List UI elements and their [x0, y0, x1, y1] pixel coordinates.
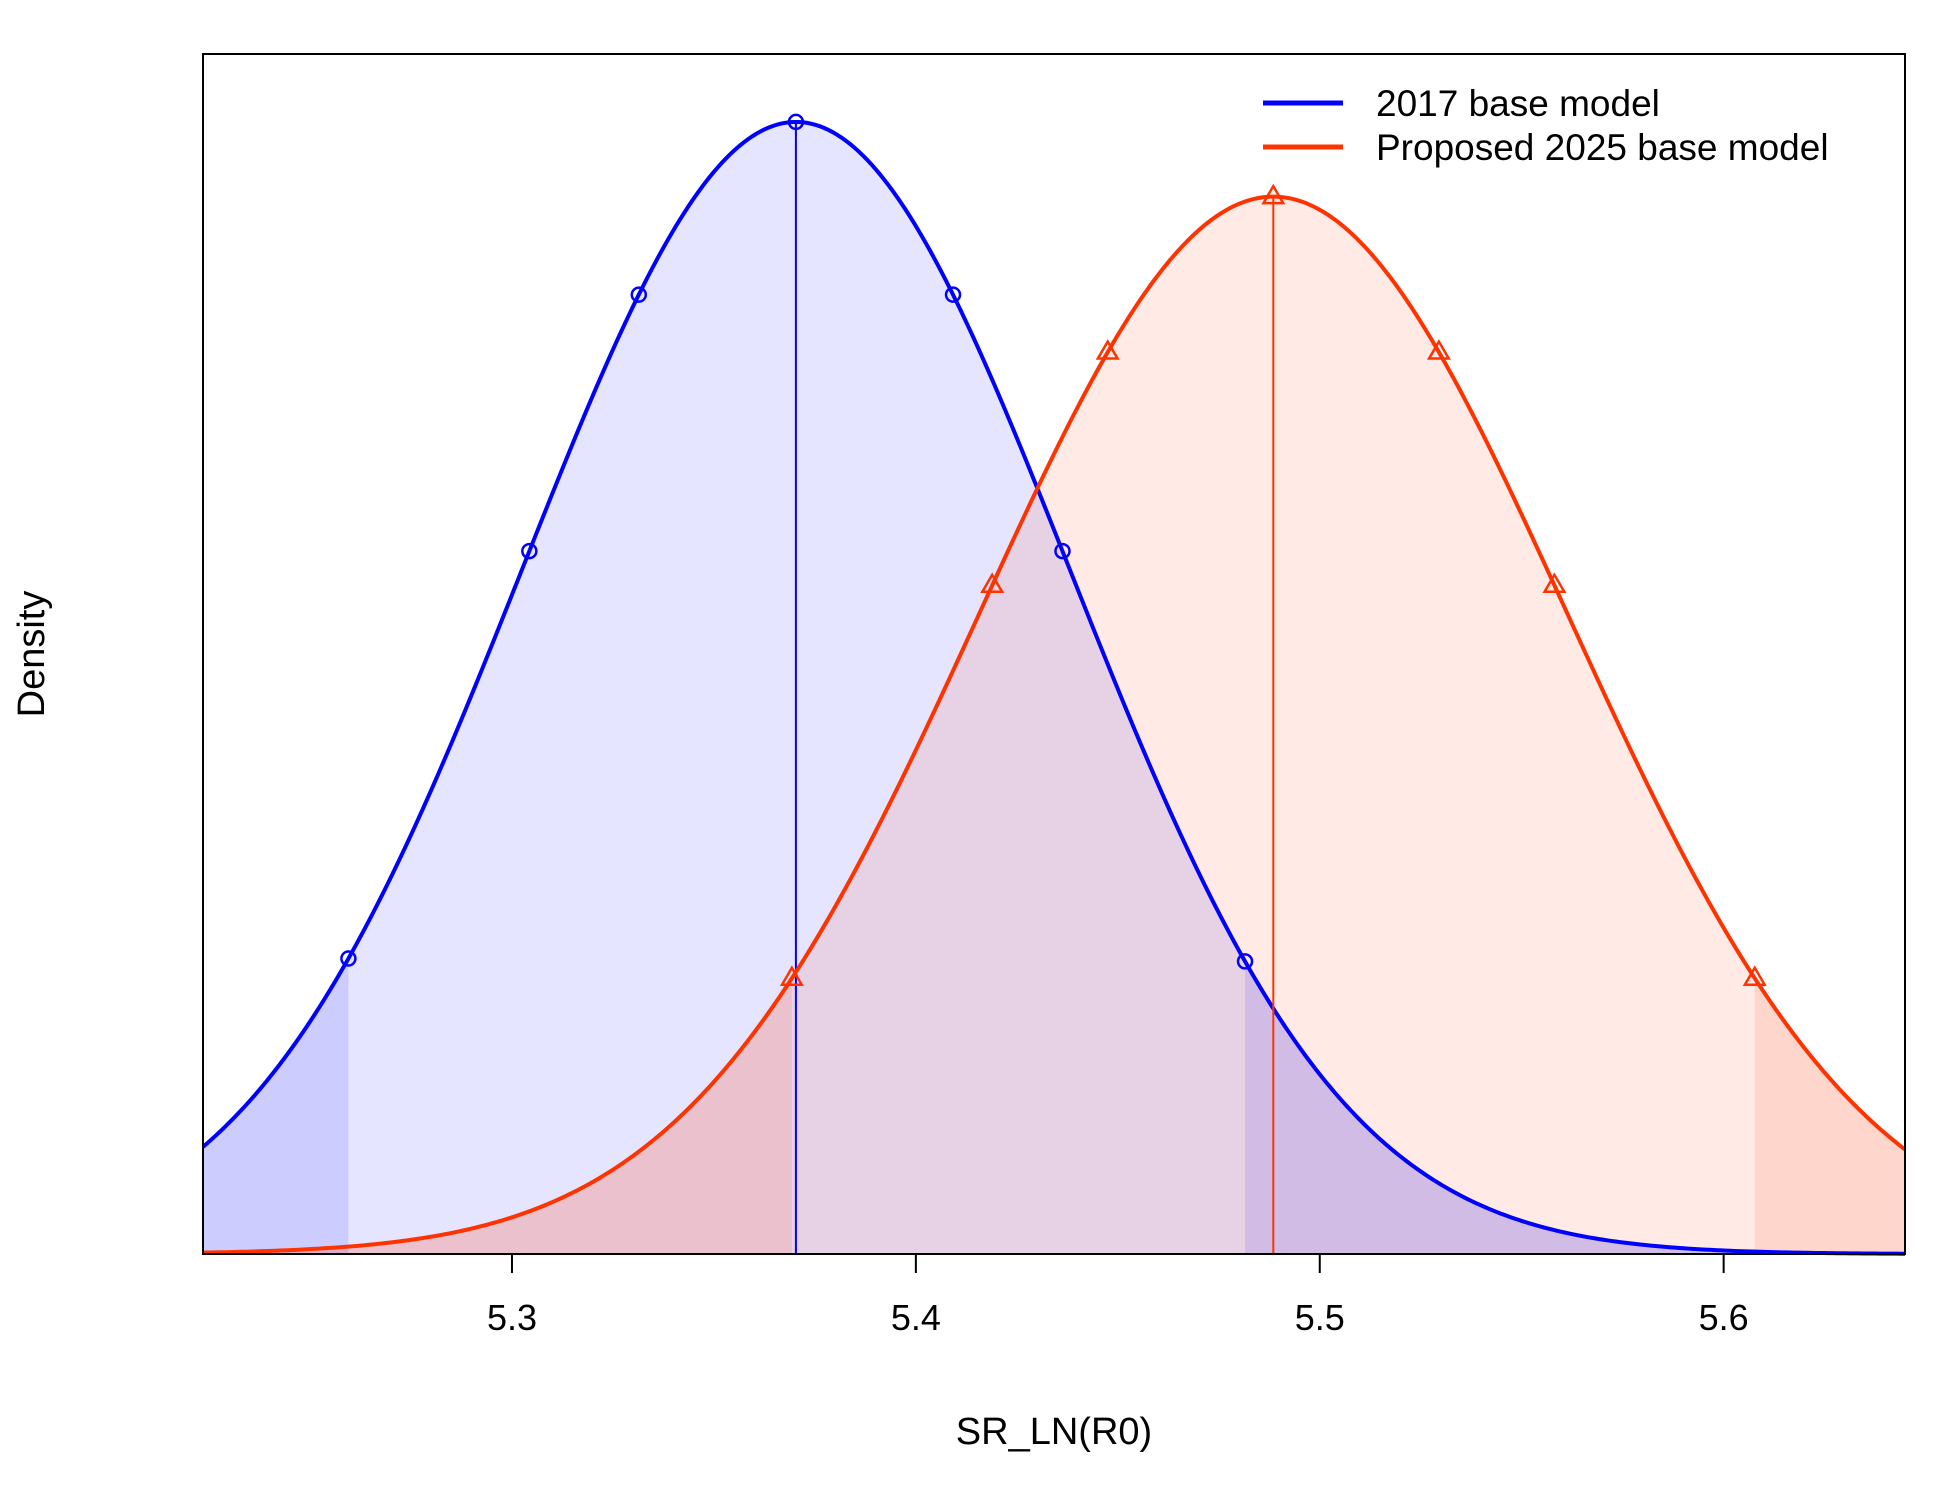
legend-label: Proposed 2025 base model — [1376, 127, 1829, 168]
plot-frame — [202, 53, 1906, 1255]
x-axis-label: SR_LN(R0) — [956, 1411, 1152, 1453]
legend-label: 2017 base model — [1376, 83, 1660, 124]
series-2025-tail-fill-right — [1754, 978, 1905, 1254]
series-2025-marker — [980, 572, 1005, 594]
series-2017-marker — [944, 286, 962, 303]
series-2025-density-curve — [202, 194, 1907, 1255]
series-2025-marker — [1426, 339, 1451, 360]
x-tick-label: 5.4 — [891, 1297, 941, 1338]
series-2025-marker — [779, 965, 804, 986]
series-2025-marker — [1261, 183, 1286, 205]
series-2025-tail-fill-left — [203, 978, 792, 1254]
series-2017-marker — [521, 542, 538, 560]
density-markers — [340, 113, 1767, 986]
series-2017-marker — [340, 950, 357, 967]
series-2025-marker — [1742, 965, 1767, 986]
y-axis-label: Density — [11, 591, 53, 718]
series-2017-density-curve — [201, 119, 1906, 1256]
series-2017-tail-fill-right — [1245, 961, 1905, 1254]
x-tick-label: 5.3 — [487, 1297, 537, 1338]
series-2025-marker — [1542, 572, 1567, 594]
series-2017-marker — [630, 286, 648, 303]
density-fills — [203, 121, 1905, 1254]
series-2017-marker — [1236, 953, 1254, 970]
series-2017-marker — [1054, 542, 1071, 560]
x-tick-label: 5.6 — [1699, 1297, 1749, 1338]
series-2017-tail-fill-left — [203, 958, 349, 1254]
series-2025-marker — [1095, 339, 1120, 360]
x-tick-label: 5.5 — [1295, 1297, 1345, 1338]
density-lines — [201, 119, 1907, 1256]
x-axis: 5.3 5.4 5.5 5.6 — [487, 1254, 1749, 1338]
series-2017-marker — [787, 113, 805, 131]
